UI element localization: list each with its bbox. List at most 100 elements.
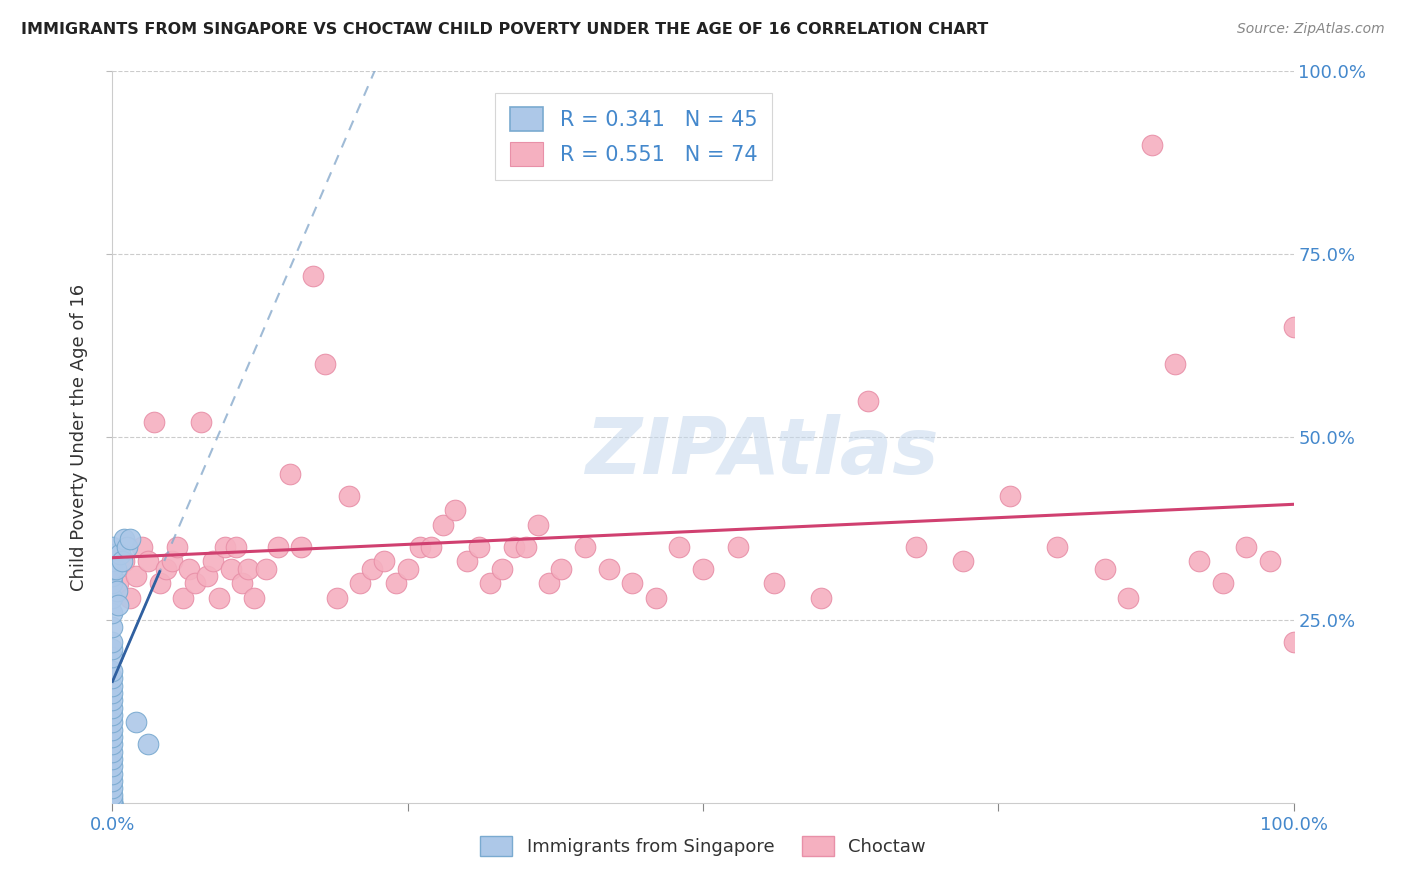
Point (101, 737, 124, 751)
Point (219, 562, 242, 576)
Point (692, 562, 714, 576)
Point (290, 540, 312, 554)
Point (1234, 540, 1257, 554)
Legend: Immigrants from Singapore, Choctaw: Immigrants from Singapore, Choctaw (472, 829, 934, 863)
Point (491, 562, 513, 576)
Text: IMMIGRANTS FROM SINGAPORE VS CHOCTAW CHILD POVERTY UNDER THE AGE OF 16 CORRELATI: IMMIGRANTS FROM SINGAPORE VS CHOCTAW CHI… (21, 22, 988, 37)
Point (243, 591, 266, 605)
Point (467, 540, 489, 554)
Point (160, 554, 183, 568)
Point (101, 781, 124, 796)
Point (396, 562, 419, 576)
Point (184, 576, 207, 591)
Point (432, 517, 454, 532)
Point (361, 562, 384, 576)
Point (101, 649, 124, 664)
Point (444, 503, 467, 517)
Point (101, 796, 124, 810)
Point (101, 796, 124, 810)
Point (621, 576, 644, 591)
Point (278, 467, 301, 481)
Point (101, 569, 124, 583)
Point (1164, 357, 1187, 371)
Point (101, 591, 124, 605)
Point (108, 547, 131, 561)
Point (101, 745, 124, 759)
Point (101, 723, 124, 737)
Point (214, 540, 236, 554)
Point (1140, 137, 1163, 152)
Point (1188, 554, 1211, 568)
Point (136, 737, 159, 751)
Point (101, 547, 124, 561)
Point (1282, 635, 1305, 649)
Point (105, 583, 128, 598)
Point (1094, 562, 1116, 576)
Point (149, 576, 172, 591)
Point (101, 664, 124, 678)
Point (503, 540, 526, 554)
Point (538, 576, 561, 591)
Point (314, 357, 336, 371)
Point (136, 554, 159, 568)
Point (101, 796, 124, 810)
Point (810, 591, 832, 605)
Point (131, 540, 153, 554)
Point (238, 562, 260, 576)
Point (107, 576, 129, 591)
Point (408, 540, 430, 554)
Point (101, 562, 124, 576)
Point (101, 606, 124, 620)
Point (172, 591, 194, 605)
Point (101, 708, 124, 723)
Point (254, 562, 277, 576)
Point (101, 554, 124, 568)
Point (115, 540, 138, 554)
Point (101, 679, 124, 693)
Point (101, 789, 124, 803)
Point (1282, 320, 1305, 334)
Point (120, 533, 142, 547)
Point (904, 540, 927, 554)
Point (101, 635, 124, 649)
Point (125, 569, 148, 583)
Point (190, 416, 212, 430)
Point (858, 393, 880, 408)
Point (302, 269, 325, 284)
Point (231, 576, 253, 591)
Point (515, 540, 537, 554)
Point (101, 759, 124, 773)
Point (208, 591, 231, 605)
Point (385, 576, 408, 591)
Point (101, 642, 124, 657)
Point (101, 672, 124, 686)
Point (111, 554, 134, 568)
Point (101, 693, 124, 707)
Point (112, 533, 135, 547)
Point (456, 554, 478, 568)
Point (195, 569, 218, 583)
Point (101, 620, 124, 634)
Point (644, 591, 666, 605)
Point (166, 540, 188, 554)
Y-axis label: Child Poverty Under the Age of 16: Child Poverty Under the Age of 16 (70, 284, 89, 591)
Point (349, 576, 371, 591)
Point (101, 700, 124, 714)
Point (120, 591, 142, 605)
Point (112, 554, 135, 568)
Point (598, 562, 620, 576)
Point (574, 540, 596, 554)
Point (179, 562, 201, 576)
Point (762, 576, 785, 591)
Point (101, 715, 124, 730)
Point (101, 576, 124, 591)
Point (101, 686, 124, 700)
Point (101, 796, 124, 810)
Point (326, 591, 349, 605)
Point (101, 540, 124, 554)
Point (125, 715, 148, 730)
Point (479, 576, 502, 591)
Point (1258, 554, 1281, 568)
Point (550, 562, 572, 576)
Point (105, 562, 128, 576)
